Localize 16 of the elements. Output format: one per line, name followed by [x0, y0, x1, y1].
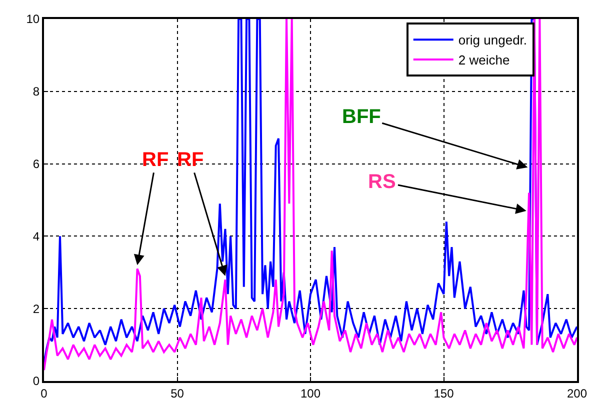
x-tick-label: 50	[170, 386, 184, 400]
legend-label: orig ungedr.	[458, 32, 528, 48]
y-tick-label: 0	[32, 374, 40, 388]
x-tick-label: 150	[434, 386, 454, 400]
y-tick-label: 4	[32, 229, 40, 244]
y-tick-label: 8	[32, 84, 40, 99]
y-tick-label: 2	[32, 302, 40, 316]
x-tick-label: 100	[300, 386, 321, 400]
annotation: RS	[368, 171, 396, 193]
y-tick-label: 10	[26, 12, 40, 26]
y-tick-label: 6	[32, 157, 40, 171]
annotation: BFF	[342, 106, 381, 128]
annotation: RF	[142, 149, 169, 171]
x-tick-label: 200	[566, 386, 588, 400]
legend-label: 2 weiche	[458, 52, 510, 68]
annotation: RF	[177, 149, 204, 171]
